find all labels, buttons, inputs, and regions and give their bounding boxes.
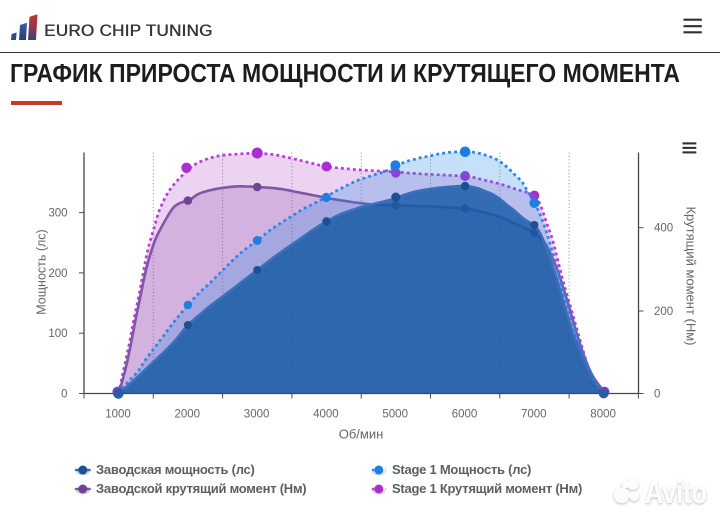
svg-text:0: 0	[654, 389, 660, 401]
svg-text:5000: 5000	[382, 409, 408, 421]
svg-text:Avito: Avito	[645, 475, 707, 510]
svg-text:1000: 1000	[105, 409, 131, 421]
svg-text:8000: 8000	[590, 409, 616, 421]
svg-text:Мощность (лс): Мощность (лс)	[35, 229, 49, 314]
svg-text:7000: 7000	[521, 409, 547, 421]
svg-text:200: 200	[48, 268, 67, 280]
svg-text:Крутящий момент (Нм): Крутящий момент (Нм)	[684, 206, 699, 345]
svg-text:300: 300	[48, 208, 67, 220]
svg-text:200: 200	[654, 306, 673, 318]
svg-text:4000: 4000	[313, 409, 339, 421]
svg-text:0: 0	[61, 389, 67, 401]
svg-text:400: 400	[654, 223, 673, 235]
svg-text:2000: 2000	[175, 409, 201, 421]
svg-text:Об/мин: Об/мин	[339, 427, 384, 442]
svg-text:100: 100	[48, 328, 67, 340]
svg-text:6000: 6000	[452, 409, 478, 421]
svg-text:3000: 3000	[244, 409, 270, 421]
